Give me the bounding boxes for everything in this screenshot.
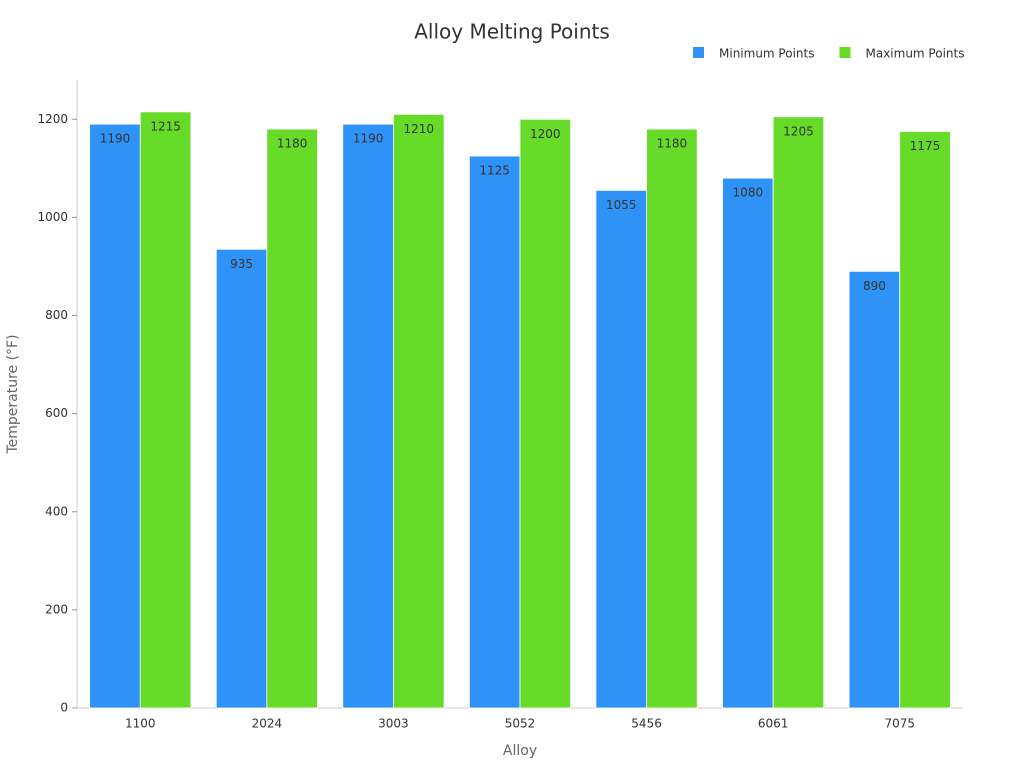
y-tick-label: 600	[45, 406, 68, 420]
data-label: 1180	[277, 137, 308, 151]
x-tick-label: 5456	[631, 717, 662, 731]
data-label: 935	[230, 257, 253, 271]
x-tick-label: 5052	[505, 717, 536, 731]
data-label: 1190	[100, 132, 131, 146]
legend-label: Minimum Points	[719, 47, 814, 61]
bar	[519, 118, 572, 709]
bar	[646, 128, 698, 709]
data-label: 1205	[783, 124, 814, 138]
x-tick-label: 6061	[758, 717, 789, 731]
data-label: 1210	[403, 122, 434, 136]
bar	[139, 111, 192, 709]
bar	[468, 155, 521, 709]
data-label: 1180	[657, 137, 688, 151]
data-label: 1080	[733, 186, 764, 200]
x-tick-label: 3003	[378, 717, 409, 731]
x-tick-label: 2024	[252, 717, 283, 731]
bar	[595, 189, 647, 709]
bar	[848, 270, 901, 709]
y-tick-label: 0	[60, 701, 68, 715]
data-label: 1175	[910, 139, 941, 153]
legend-swatch	[839, 47, 851, 58]
legend-label: Maximum Points	[865, 47, 964, 61]
data-label: 890	[863, 279, 886, 293]
y-tick-label: 200	[45, 602, 68, 616]
x-axis-label: Alloy	[503, 743, 537, 759]
data-label: 1215	[150, 119, 181, 133]
x-tick-label: 7075	[884, 717, 915, 731]
y-axis-label: Temperature (°F)	[5, 334, 21, 454]
data-label: 1055	[606, 198, 637, 212]
data-label: 1190	[353, 132, 384, 146]
bar	[215, 248, 268, 709]
y-tick-label: 800	[45, 308, 68, 322]
bar	[393, 113, 445, 709]
data-label: 1125	[479, 164, 510, 178]
y-tick-label: 1000	[37, 210, 68, 224]
y-tick-label: 400	[45, 504, 68, 518]
bar	[722, 177, 774, 709]
bar	[772, 116, 825, 709]
x-tick-label: 1100	[125, 717, 156, 731]
data-label: 1200	[530, 127, 561, 141]
y-tick-label: 1200	[37, 112, 68, 126]
legend-swatch	[693, 47, 704, 58]
bar	[899, 131, 951, 709]
bar	[89, 123, 141, 709]
bar	[342, 123, 394, 709]
chart-title: Alloy Melting Points	[414, 20, 610, 44]
bar	[266, 128, 318, 709]
